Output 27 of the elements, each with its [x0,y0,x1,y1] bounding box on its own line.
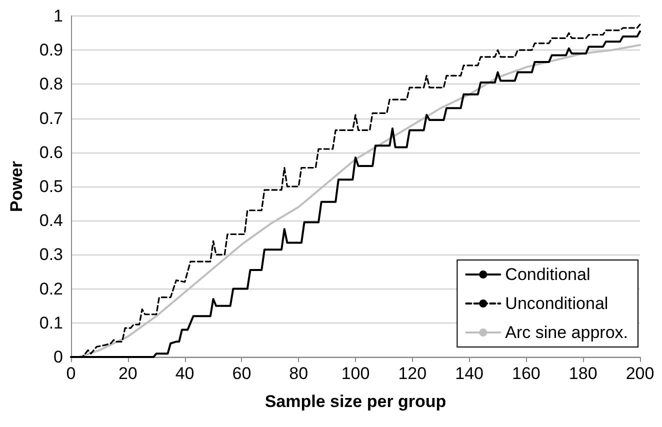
legend-label: Conditional [505,265,590,284]
x-tick-label: 160 [512,364,540,383]
y-tick-label: 0.6 [39,142,63,162]
y-tick-label: 0.9 [39,40,63,60]
y-axis-title: Power [7,160,26,212]
y-tick-label: 1 [54,6,63,26]
x-tick-label: 180 [568,364,598,383]
y-tick-label: 0.4 [39,211,63,230]
x-axis-title: Sample size per group [264,392,446,411]
x-tick-label: 120 [398,364,427,383]
y-tick-label: 0.1 [39,313,63,332]
x-tick-label: 40 [175,364,194,383]
y-tick-label: 0.5 [39,177,63,196]
x-tick-label: 80 [289,364,308,383]
y-tick-label: 0.2 [39,279,63,298]
y-tick-label: 0 [54,348,63,366]
x-tick-label: 140 [455,364,484,383]
y-tick-label: 0.8 [39,74,63,94]
legend-label: Unconditional [505,294,608,313]
y-tick-label: 0.3 [39,245,63,264]
legend-label: Arc sine approx. [505,323,628,342]
x-tick-label: 60 [232,364,252,383]
x-tick-label: 0 [66,364,76,383]
x-tick-label: 200 [626,364,654,383]
x-tick-label: 100 [341,364,370,383]
x-tick-label: 20 [118,364,138,383]
y-tick-label: 0.7 [39,108,63,128]
